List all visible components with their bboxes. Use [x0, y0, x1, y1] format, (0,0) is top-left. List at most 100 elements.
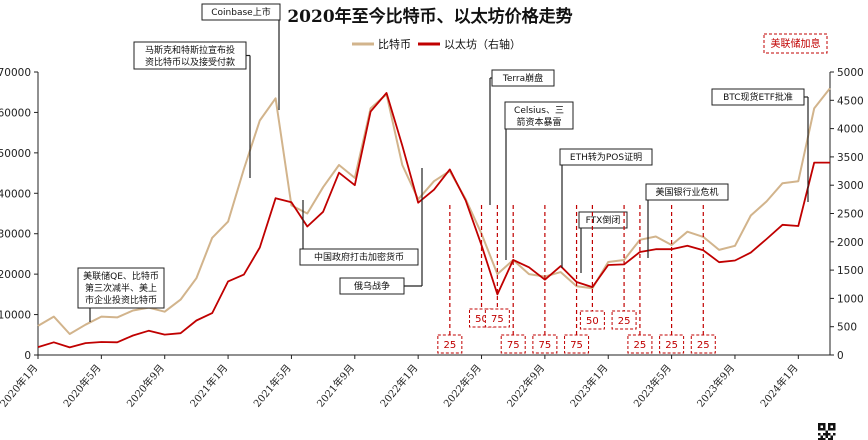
y-right-tick-label: 3500 — [837, 152, 864, 164]
annotation-box — [339, 277, 405, 295]
y-left-tick-label: 60000 — [0, 107, 31, 119]
rate-hike-box — [659, 334, 685, 354]
annotation-box — [504, 101, 574, 130]
qr-module — [820, 435, 823, 438]
y-right-tick-label: 4000 — [837, 124, 864, 136]
rate-hike-box — [484, 308, 510, 328]
x-tick-label: 2020年9月 — [124, 362, 167, 410]
qr-module — [828, 423, 831, 426]
annotation-box — [77, 267, 165, 309]
qr-code-icon — [818, 423, 836, 440]
annotation-text: ETH转为POS证明 — [570, 151, 642, 163]
rate-hike-marker: 75 — [484, 205, 510, 328]
annotation-text: 俄乌战争 — [354, 280, 390, 292]
x-tick-label: 2023年9月 — [694, 362, 737, 410]
rate-hike-bp: 50 — [586, 316, 599, 327]
rate-hike-marker: 25 — [690, 205, 716, 354]
rate-hike-box — [579, 310, 605, 330]
legend-rate-hike-box — [763, 33, 828, 54]
rate-hike-bp: 75 — [539, 340, 552, 351]
qr-module — [818, 428, 821, 431]
qr-module — [823, 423, 826, 426]
x-tick-label: 2023年5月 — [631, 362, 674, 410]
annotation-text: 美联储QE、比特币 — [83, 270, 159, 282]
qr-module — [828, 438, 831, 440]
ann-coinbase: Coinbase上市 — [201, 3, 281, 110]
qr-module — [820, 423, 823, 426]
x-tick-label: 2024年1月 — [757, 362, 800, 410]
annotation-box — [711, 88, 805, 106]
x-tick-label: 2021年5月 — [250, 362, 293, 410]
x-tick-label: 2022年9月 — [504, 362, 547, 410]
annotation-text: 资比特币以及接受付款 — [145, 56, 235, 68]
y-left-tick-label: 40000 — [0, 188, 31, 200]
rate-hike-box — [627, 334, 653, 354]
legend-label: 以太坊（右轴） — [444, 37, 521, 51]
rate-hike-bp: 75 — [570, 340, 583, 351]
rate-hike-marker: 75 — [564, 205, 590, 354]
y-left-tick-label: 70000 — [0, 67, 31, 79]
rate-hike-box — [564, 334, 590, 354]
x-tick-label: 2021年9月 — [314, 362, 357, 410]
ann-china-crackdown: 中国政府打击加密货币 — [299, 200, 419, 266]
y-right-tick-label: 1500 — [837, 265, 864, 277]
rate-hike-box — [500, 334, 526, 354]
annotation-text: 中国政府打击加密货币 — [314, 251, 404, 263]
rate-hike-bp: 25 — [665, 340, 678, 351]
legend: 比特币 以太坊（右轴） 美联储加息 — [352, 33, 828, 54]
qr-module — [818, 425, 821, 428]
y-right-tick-label: 2000 — [837, 237, 864, 249]
annotation-text: 马斯克和特斯拉宣布投 — [145, 44, 235, 56]
y-right-tick-label: 2500 — [837, 209, 864, 221]
x-tick-label: 2020年1月 — [0, 362, 40, 410]
annotation-text: FTX倒闭 — [586, 214, 621, 226]
x-tick-label: 2020年5月 — [60, 362, 103, 410]
legend-label: 比特币 — [378, 37, 411, 51]
qr-module — [818, 433, 821, 436]
annotation-box — [299, 248, 419, 266]
qr-module — [828, 428, 831, 431]
annotation-box — [559, 148, 653, 166]
rate-hike-bp: 25 — [634, 340, 647, 351]
qr-module — [833, 425, 836, 428]
axes: 0 10000 20000 30000 40000 50000 60000 70000 0 500… — [0, 67, 864, 410]
annotation-box — [201, 3, 281, 21]
y-right-tick-label: 5000 — [837, 67, 864, 79]
legend-rate-hike-label: 美联储加息 — [771, 37, 821, 50]
qr-module — [823, 433, 826, 436]
rate-hike-bp: 25 — [697, 340, 710, 351]
y-right-tick-label: 4500 — [837, 95, 864, 107]
rate-hike-marker: 75 — [532, 205, 558, 354]
rate-hike-marker: 25 — [627, 205, 653, 354]
qr-module — [825, 430, 828, 433]
rate-hike-bp: 75 — [507, 340, 520, 351]
annotation-text: Coinbase上市 — [211, 6, 270, 18]
qr-module — [828, 433, 831, 436]
qr-module — [823, 428, 826, 431]
x-tick-label: 2022年1月 — [377, 362, 420, 410]
qr-module — [818, 438, 821, 440]
chart-title: 2020年至今比特币、以太坊价格走势 — [287, 6, 572, 27]
qr-module — [820, 428, 823, 431]
rate-hike-box — [532, 334, 558, 354]
qr-module — [833, 428, 836, 431]
y-left-tick-label: 0 — [24, 350, 31, 362]
rate-hike-box — [437, 334, 463, 354]
rate-hike-box — [690, 334, 716, 354]
ann-btc-etf: BTC现货ETF批准 — [711, 88, 809, 202]
rate-hike-marker: 25 — [611, 205, 637, 330]
y-right-tick-label: 3000 — [837, 180, 864, 192]
qr-module — [823, 438, 826, 440]
qr-module — [825, 435, 828, 438]
rate-hike-bp: 75 — [491, 314, 504, 325]
annotation-text: BTC现货ETF批准 — [723, 91, 793, 103]
qr-module — [833, 433, 836, 436]
y-left-tick-label: 10000 — [0, 310, 31, 322]
rate-hike-marker: 50 — [579, 205, 605, 330]
x-tick-label: 2021年1月 — [187, 362, 230, 410]
qr-module — [830, 423, 833, 426]
annotation-box — [133, 41, 247, 70]
